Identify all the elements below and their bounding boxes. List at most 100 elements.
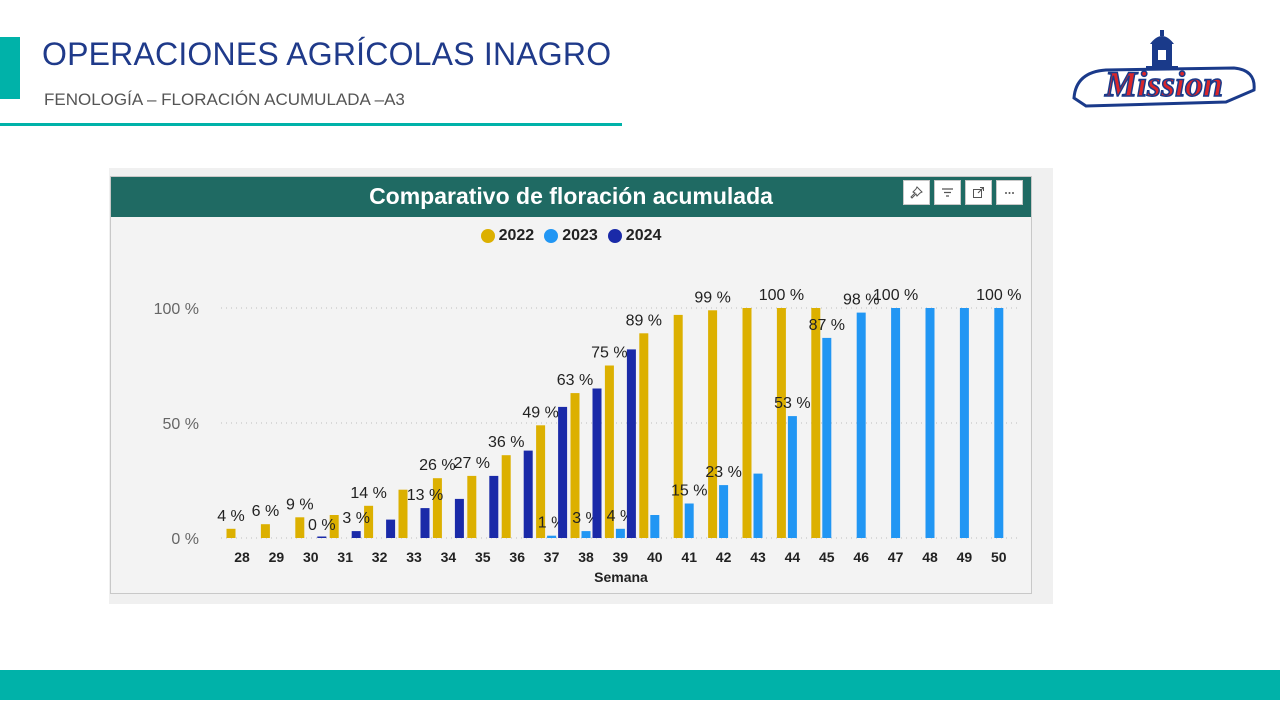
filter-button[interactable] [934, 180, 961, 205]
x-tick-label: 28 [234, 549, 250, 565]
bar-2023 [925, 308, 935, 538]
x-tick-label: 37 [544, 549, 560, 565]
title-accent-bar [0, 37, 20, 99]
bar-2023 [650, 515, 660, 538]
data-label: 87 % [809, 317, 845, 334]
bar-2024 [489, 475, 499, 538]
bar-2024 [317, 536, 327, 538]
x-tick-label: 30 [303, 549, 319, 565]
bar-2022 [226, 528, 236, 538]
visual-toolbar [903, 180, 1023, 205]
bar-2023 [891, 308, 901, 538]
bar-2022 [742, 308, 752, 538]
x-tick-label: 49 [957, 549, 973, 565]
bar-2022 [260, 524, 270, 538]
chart-title: Comparativo de floración acumulada [369, 183, 773, 209]
bar-2023 [959, 308, 969, 538]
bar-2022 [432, 478, 442, 538]
bar-2022 [467, 475, 477, 538]
bar-2022 [398, 489, 408, 538]
data-label: 9 % [286, 496, 314, 513]
x-tick-label: 50 [991, 549, 1007, 565]
bar-2024 [420, 508, 430, 538]
mission-logo: Mission [1072, 30, 1256, 108]
data-label: 75 % [591, 345, 627, 362]
chart-header [111, 177, 1031, 217]
x-tick-label: 42 [716, 549, 732, 565]
bar-2022 [708, 310, 718, 538]
bar-2022 [639, 333, 649, 538]
bar-2023 [719, 485, 729, 538]
data-label: 14 % [350, 485, 386, 502]
bar-2023 [822, 337, 832, 538]
data-label: 100 % [976, 287, 1021, 304]
bar-2023 [856, 312, 866, 538]
data-label: 15 % [671, 483, 707, 500]
bar-2023 [684, 503, 694, 538]
data-label: 13 % [407, 487, 443, 504]
data-label: 4 % [217, 508, 245, 525]
x-tick-label: 40 [647, 549, 663, 565]
bar-2023 [787, 416, 797, 538]
data-label: 49 % [522, 404, 558, 421]
bar-2022 [536, 425, 546, 538]
more-options-icon [1005, 192, 1014, 194]
title-underline [0, 123, 622, 126]
data-label: 0 % [308, 517, 336, 534]
bar-2022 [604, 365, 614, 538]
chart-plot: 0 % 50 % 100 % 4 % 6 % 9 % 14 % 26 %27 % 36 % 49 … [154, 287, 1022, 585]
x-tick-label: 35 [475, 549, 491, 565]
chart-visual[interactable]: Comparativo de floración acumulada 2022 … [110, 176, 1032, 594]
data-label: 100 % [873, 287, 918, 304]
chart-legend: 2022 2023 2024 [111, 227, 1031, 245]
legend-dot [544, 229, 559, 243]
bar-2022 [295, 517, 305, 538]
bar-2023 [547, 535, 557, 538]
bar-2024 [386, 519, 396, 538]
x-tick-label: 48 [922, 549, 938, 565]
bar-2022 [776, 308, 786, 538]
bar-2023 [615, 528, 625, 538]
more-options-button[interactable] [996, 180, 1023, 205]
x-tick-label: 29 [269, 549, 285, 565]
bar-2023 [994, 308, 1004, 538]
bar-2023 [581, 531, 591, 538]
y-tick-label: 50 % [163, 416, 199, 433]
bar-2024 [454, 498, 464, 538]
legend-label: 2022 [498, 227, 535, 244]
filter-icon [942, 188, 953, 197]
x-tick-label: 32 [372, 549, 388, 565]
bar-2024 [523, 450, 533, 538]
legend-dot [607, 229, 622, 243]
legend-label: 2023 [562, 227, 598, 244]
x-tick-label: 39 [613, 549, 629, 565]
bar-2022 [329, 515, 339, 538]
page-subtitle: FENOLOGÍA – FLORACIÓN ACUMULADA –A3 [44, 90, 405, 109]
bar-2024 [558, 406, 568, 538]
legend-label: 2024 [625, 227, 662, 244]
x-tick-label: 34 [441, 549, 457, 565]
data-label: 6 % [252, 503, 280, 520]
data-label: 63 % [557, 372, 593, 389]
pin-button[interactable] [903, 180, 930, 205]
bar-2022 [570, 393, 580, 538]
x-tick-label: 31 [337, 549, 353, 565]
data-label: 89 % [626, 312, 662, 329]
data-label: 27 % [454, 455, 490, 472]
bar-2022 [364, 505, 374, 538]
data-label: 23 % [705, 464, 741, 481]
x-tick-label: 38 [578, 549, 594, 565]
x-tick-label: 41 [681, 549, 697, 565]
legend-item-2024[interactable]: 2024 [607, 227, 662, 245]
bar-2022 [811, 308, 821, 538]
y-tick-label: 0 % [171, 531, 199, 548]
data-label: 3 % [342, 510, 370, 527]
bar-2024 [626, 349, 636, 538]
focus-mode-button[interactable] [965, 180, 992, 205]
legend-item-2022[interactable]: 2022 [480, 227, 535, 245]
data-label: 36 % [488, 434, 524, 451]
page-title: OPERACIONES AGRÍCOLAS INAGRO [42, 36, 612, 72]
legend-item-2023[interactable]: 2023 [544, 227, 598, 245]
x-tick-label: 36 [509, 549, 525, 565]
x-tick-label: 47 [888, 549, 904, 565]
